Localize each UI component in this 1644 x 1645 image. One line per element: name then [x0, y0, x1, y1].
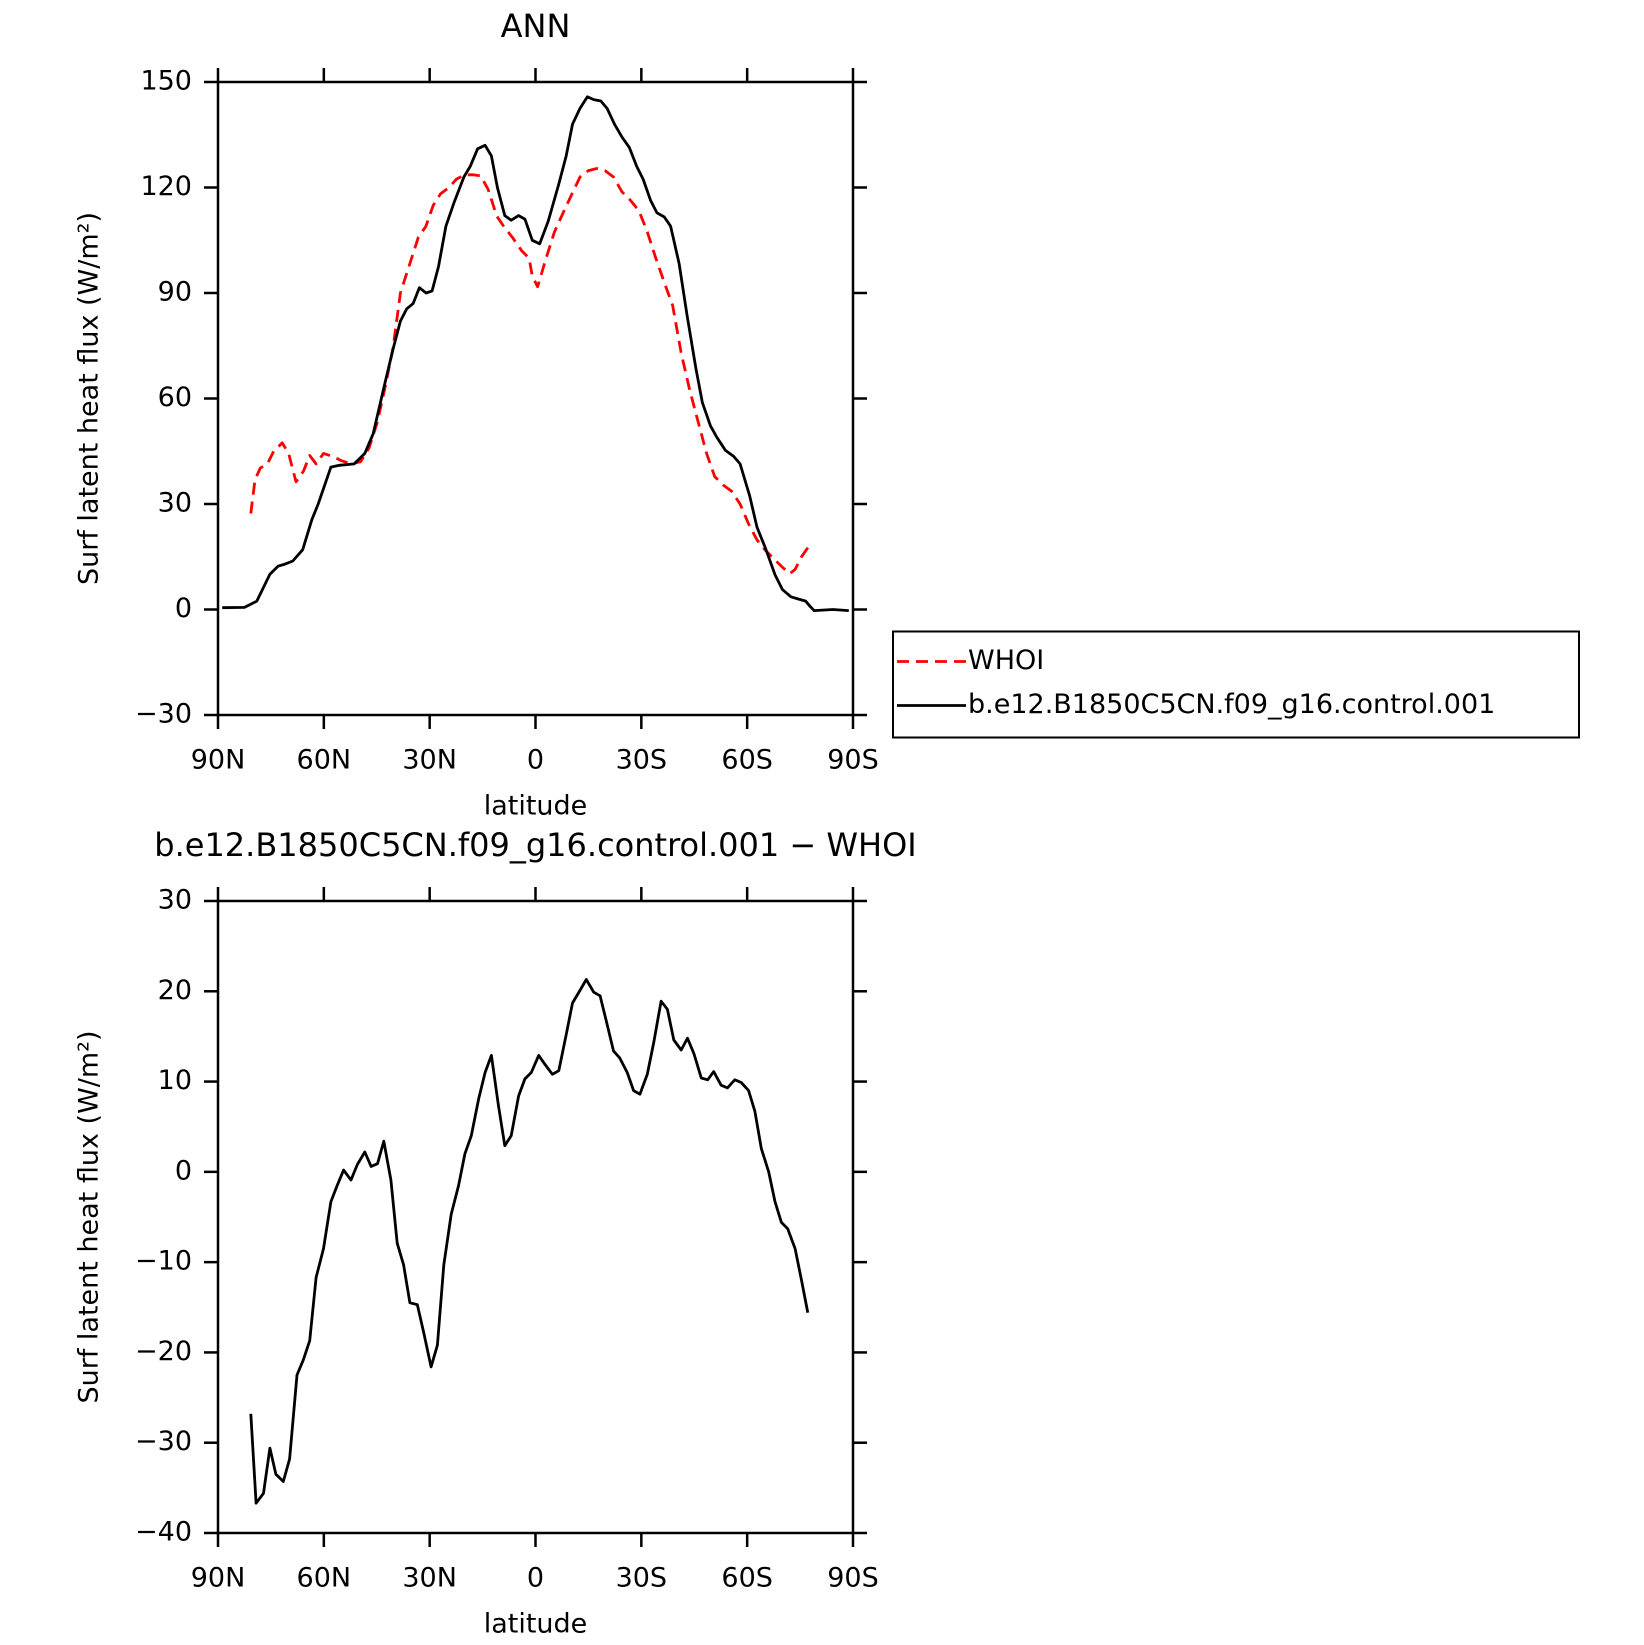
x-tick-label: 60N [297, 1563, 352, 1594]
y-tick-label: 120 [140, 171, 192, 202]
series-line [249, 167, 811, 575]
y-tick-label: 30 [158, 488, 192, 519]
y-tick-label: −10 [135, 1246, 192, 1277]
y-tick-label: 0 [175, 1155, 192, 1186]
x-tick-label: 60S [721, 1563, 773, 1594]
x-tick-label: 0 [527, 745, 544, 776]
legend-box [892, 630, 1580, 739]
y-tick-label: −30 [135, 699, 192, 730]
y-axis-label: Surf latent heat flux (W/m²) [74, 1030, 105, 1403]
legend-label: WHOI [968, 645, 1044, 676]
x-tick-label: 90S [827, 745, 879, 776]
y-tick-label: 90 [158, 277, 192, 308]
y-tick-label: 30 [158, 885, 192, 916]
y-tick-label: 20 [158, 975, 192, 1006]
x-tick-label: 90S [827, 1563, 879, 1594]
y-tick-label: −30 [135, 1426, 192, 1457]
series-line [249, 978, 810, 1505]
x-tick-label: 60N [297, 745, 352, 776]
y-tick-label: 10 [158, 1065, 192, 1096]
series-line [222, 95, 849, 612]
legend-label: b.e12.B1850C5CN.f09_g16.control.001 [968, 689, 1495, 720]
y-tick-label: 0 [175, 593, 192, 624]
chart-title: b.e12.B1850C5CN.f09_g16.control.001 − WH… [154, 826, 916, 864]
plot-frame [216, 80, 855, 717]
x-tick-label: 30S [616, 1563, 668, 1594]
x-tick-label: 90N [191, 1563, 246, 1594]
y-tick-label: −40 [135, 1517, 192, 1548]
x-tick-label: 90N [191, 745, 246, 776]
plot-frame [216, 899, 855, 1535]
x-tick-label: 30N [402, 745, 457, 776]
x-tick-label: 0 [527, 1563, 544, 1594]
y-tick-label: 60 [158, 382, 192, 413]
x-tick-label: 30N [402, 1563, 457, 1594]
chart-title: ANN [501, 7, 571, 45]
y-tick-label: 150 [140, 66, 192, 97]
y-axis-label: Surf latent heat flux (W/m²) [74, 212, 105, 585]
x-tick-label: 60S [721, 745, 773, 776]
x-axis-label: latitude [484, 1609, 588, 1640]
x-tick-label: 30S [616, 745, 668, 776]
y-tick-label: −20 [135, 1336, 192, 1367]
x-axis-label: latitude [484, 791, 588, 822]
